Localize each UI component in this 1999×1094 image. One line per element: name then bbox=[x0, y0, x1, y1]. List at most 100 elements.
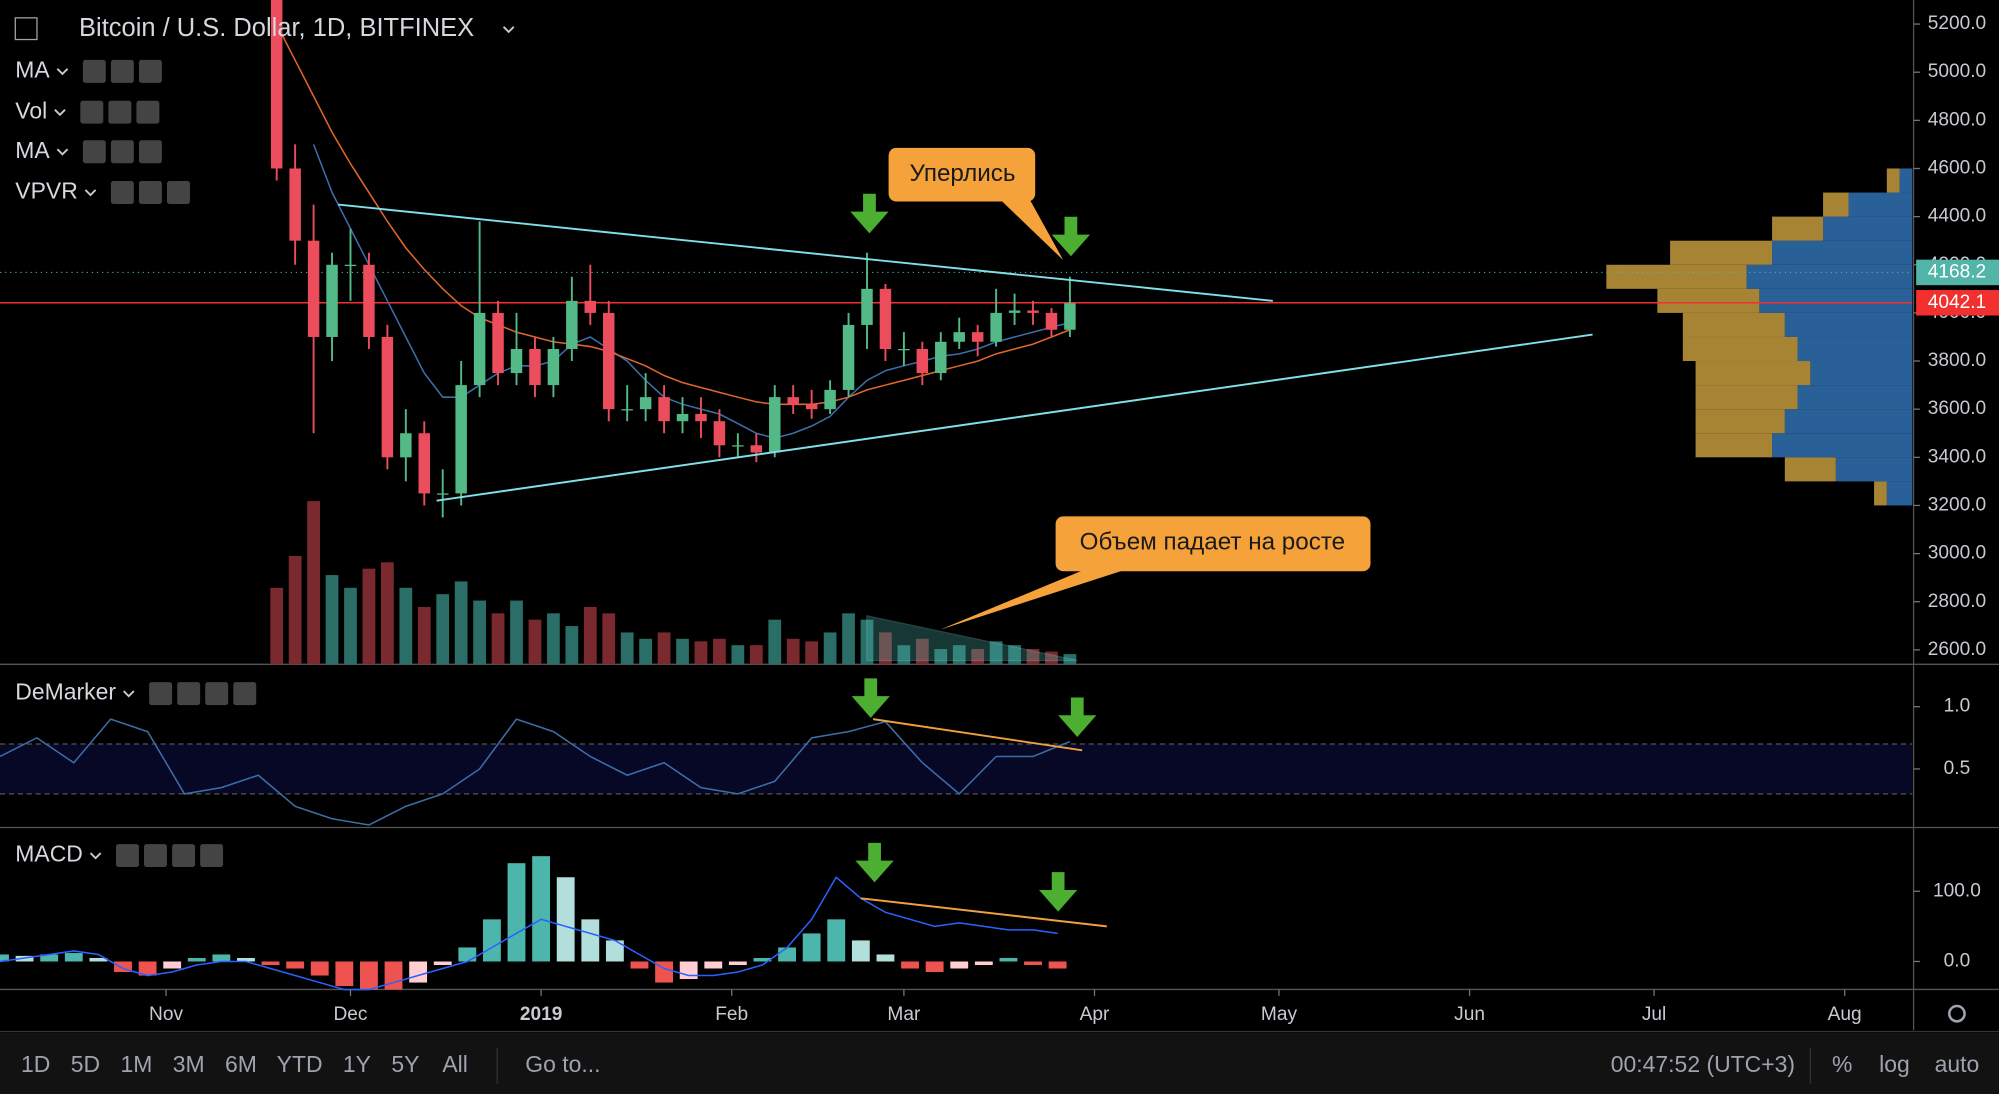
legend-button[interactable] bbox=[172, 844, 196, 868]
trendline bbox=[338, 203, 1273, 302]
macd-histogram bbox=[679, 961, 698, 980]
range-button[interactable]: YTD bbox=[277, 1051, 323, 1077]
y-tick-label: 5200.0 bbox=[1928, 13, 1986, 34]
candle-body bbox=[529, 349, 541, 386]
y-tick-label: 3600.0 bbox=[1928, 398, 1986, 419]
vpvr-down bbox=[1772, 216, 1824, 241]
volume-bar bbox=[473, 600, 486, 665]
macd-histogram bbox=[360, 961, 378, 990]
macd-histogram bbox=[876, 954, 895, 962]
macd-histogram bbox=[532, 856, 551, 962]
goto-button[interactable]: Go to... bbox=[525, 1051, 600, 1077]
macd-histogram bbox=[64, 953, 83, 962]
candle-body bbox=[805, 404, 818, 410]
settings-icon[interactable] bbox=[1948, 1004, 1966, 1023]
macd-histogram bbox=[728, 961, 747, 966]
range-button[interactable]: 1Y bbox=[343, 1051, 371, 1077]
legend-button[interactable] bbox=[115, 844, 139, 868]
macd-histogram bbox=[163, 961, 182, 969]
legend-button[interactable] bbox=[205, 682, 229, 706]
volume-bar bbox=[454, 581, 468, 665]
candle-body bbox=[418, 433, 431, 494]
volume-bar bbox=[639, 638, 653, 665]
vpvr-down bbox=[1695, 409, 1785, 434]
candle-body bbox=[1045, 312, 1058, 330]
legend-button[interactable] bbox=[82, 140, 106, 164]
chevron bbox=[89, 852, 102, 860]
volume-bar bbox=[270, 587, 284, 665]
macd-histogram bbox=[950, 961, 969, 969]
candle-body bbox=[621, 409, 633, 411]
x-tick-label: Dec bbox=[333, 1004, 367, 1025]
legend-button[interactable] bbox=[110, 181, 134, 205]
legend-button[interactable] bbox=[110, 140, 134, 164]
macd-histogram bbox=[409, 961, 428, 983]
range-button[interactable]: 3M bbox=[173, 1051, 205, 1077]
indicator-legend: MA bbox=[15, 56, 50, 82]
legend-button[interactable] bbox=[108, 100, 132, 124]
range-button[interactable]: 1D bbox=[21, 1051, 50, 1077]
collapse-icon[interactable] bbox=[14, 17, 38, 41]
range-button[interactable]: All bbox=[442, 1051, 467, 1077]
candle-body bbox=[824, 389, 836, 410]
legend-button[interactable] bbox=[82, 59, 106, 83]
chevron bbox=[54, 108, 66, 117]
legend-button[interactable] bbox=[144, 844, 167, 868]
range-button[interactable]: 6M bbox=[225, 1051, 257, 1077]
x-tick-label: Aug bbox=[1828, 1004, 1862, 1025]
vpvr-down bbox=[1657, 288, 1760, 313]
volume-bar bbox=[860, 619, 874, 665]
x-tick-label: Jul bbox=[1642, 1004, 1666, 1025]
candle-body bbox=[473, 312, 486, 386]
legend-button[interactable] bbox=[149, 682, 173, 706]
callout-pointer bbox=[1000, 200, 1064, 261]
legend-button[interactable] bbox=[138, 181, 162, 205]
legend-button[interactable] bbox=[138, 140, 162, 164]
volume-bar bbox=[325, 575, 339, 665]
legend-button[interactable] bbox=[167, 181, 190, 205]
y-tick-label: 2600.0 bbox=[1928, 639, 1986, 660]
legend-button[interactable] bbox=[233, 682, 257, 706]
legend-button[interactable] bbox=[138, 59, 162, 83]
vpvr-up bbox=[1899, 168, 1913, 193]
vpvr-up bbox=[1759, 288, 1913, 313]
macd-histogram bbox=[704, 961, 723, 969]
y-tick-label: 0.0 bbox=[1944, 951, 1971, 972]
vpvr-down bbox=[1682, 312, 1785, 337]
candle-body bbox=[713, 421, 726, 446]
legend-button[interactable] bbox=[80, 100, 104, 124]
scale-option[interactable]: auto bbox=[1935, 1051, 1980, 1077]
candle-body bbox=[492, 312, 504, 374]
range-button[interactable]: 5Y bbox=[391, 1051, 419, 1077]
volume-bar bbox=[694, 641, 708, 665]
vpvr-up bbox=[1835, 457, 1913, 482]
range-button[interactable]: 1M bbox=[120, 1051, 152, 1077]
candle-body bbox=[971, 332, 984, 342]
macd-histogram bbox=[827, 919, 846, 962]
clock: 00:47:52 (UTC+3) bbox=[1611, 1051, 1795, 1077]
vpvr-down bbox=[1784, 457, 1836, 482]
scale-option[interactable]: % bbox=[1832, 1051, 1852, 1077]
candle-body bbox=[363, 264, 375, 337]
x-tick-label: Jun bbox=[1454, 1004, 1485, 1025]
candle-body bbox=[603, 312, 615, 410]
range-button[interactable]: 5D bbox=[71, 1051, 100, 1077]
candle-body bbox=[658, 397, 670, 422]
callout-text: Объем падает на росте bbox=[1080, 529, 1345, 556]
scale-option[interactable]: log bbox=[1879, 1051, 1910, 1077]
macd-histogram bbox=[212, 954, 231, 962]
macd-histogram bbox=[433, 961, 452, 966]
volume-bar bbox=[620, 632, 634, 665]
legend-button[interactable] bbox=[136, 100, 160, 124]
volume-bar bbox=[971, 649, 985, 665]
chevron bbox=[56, 148, 69, 156]
legend-button[interactable] bbox=[110, 59, 134, 83]
pane-legend: DeMarker bbox=[15, 679, 116, 705]
vpvr-up bbox=[1772, 240, 1913, 265]
legend-button[interactable] bbox=[177, 682, 201, 706]
legend-button[interactable] bbox=[200, 844, 224, 868]
macd-histogram bbox=[507, 863, 526, 962]
volume-bar bbox=[547, 613, 560, 665]
volume-bar bbox=[749, 645, 763, 665]
candle-body bbox=[584, 300, 597, 313]
